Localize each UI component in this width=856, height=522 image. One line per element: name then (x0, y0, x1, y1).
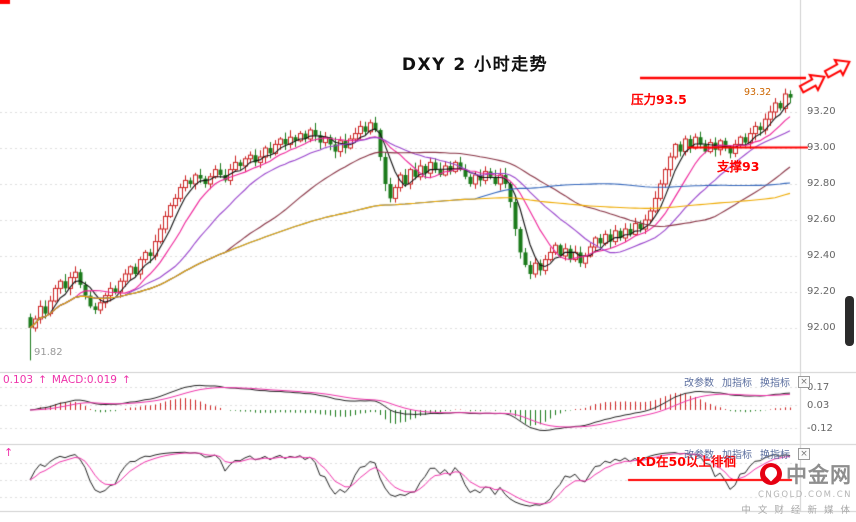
y-axis-label: 92.40 (807, 250, 836, 261)
macd-fast-value: 0.103 (3, 374, 34, 386)
watermark: 中金网 CNGOLD.COM.CN 中 文 财 经 新 媒 体 (741, 459, 852, 516)
macd-axis-label: -0.12 (807, 423, 833, 434)
y-axis-label: 93.00 (807, 142, 836, 153)
watermark-domain: CNGOLD.COM.CN (757, 490, 852, 500)
change-params-link[interactable]: 改参数 (684, 450, 714, 461)
y-axis-label: 92.20 (807, 286, 836, 297)
switch-indicator-link[interactable]: 换指标 (760, 450, 790, 461)
cngold-logo-icon (760, 463, 782, 485)
watermark-slogan: 中 文 财 经 新 媒 体 (741, 505, 852, 516)
chart-title: DXY 2 小时走势 (401, 55, 549, 75)
macd-value-readout: 0.103 ↑ MACD:0.019 ↑ (3, 374, 131, 386)
macd-toolbar: 改参数 加指标 换指标 × (684, 374, 810, 389)
current-price-label: 93.32 (744, 87, 772, 98)
watermark-name: 中金网 (786, 463, 852, 487)
change-params-link[interactable]: 改参数 (684, 378, 714, 389)
close-macd-panel-button[interactable]: × (798, 375, 810, 388)
switch-indicator-link[interactable]: 换指标 (760, 378, 790, 389)
resistance-label: 压力93.5 (631, 92, 687, 107)
support-label: 支撑93 (717, 159, 760, 174)
y-axis-label: 93.20 (807, 106, 836, 117)
macd-axis-label: 0.17 (807, 382, 830, 393)
low-price-label: 91.82 (34, 347, 63, 358)
up-arrow-icon: ↑ (121, 374, 131, 386)
up-arrow-icon: ↑ (38, 374, 47, 386)
y-axis-label: 92.80 (807, 178, 836, 189)
scrollbar-thumb[interactable] (845, 296, 854, 346)
kd-note-label: KD在50以上徘徊 (636, 454, 736, 469)
kdj-trend-arrow-icon: ↑ (4, 446, 14, 459)
add-indicator-link[interactable]: 加指标 (722, 450, 752, 461)
macd-dea-value: MACD:0.019 (51, 374, 117, 386)
y-axis-label: 92.00 (807, 322, 836, 333)
close-kdj-panel-button[interactable]: × (798, 447, 810, 460)
y-axis-label: 92.60 (807, 214, 836, 225)
macd-axis-label: 0.03 (807, 400, 830, 411)
add-indicator-link[interactable]: 加指标 (722, 378, 752, 389)
kdj-toolbar: 改参数 加指标 换指标 × (684, 446, 810, 461)
